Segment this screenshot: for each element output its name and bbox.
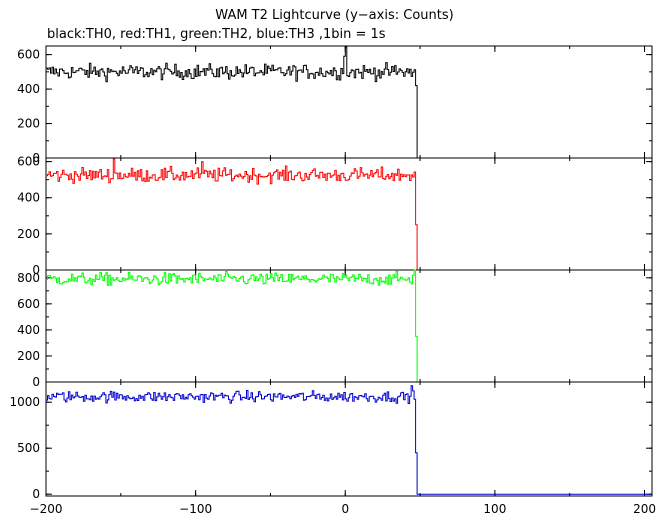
y-tick-label: 400 <box>17 82 40 96</box>
y-tick-label: 200 <box>17 117 40 131</box>
y-tick-label: 500 <box>17 441 40 455</box>
series-line-th1 <box>46 158 652 271</box>
y-tick-label: 0 <box>32 487 40 501</box>
y-tick-label: 800 <box>17 271 40 285</box>
x-tick-label: 0 <box>341 502 349 515</box>
x-tick-label: 200 <box>633 502 656 515</box>
panel-frame <box>45 45 653 159</box>
x-tick-label: 100 <box>483 502 506 515</box>
y-tick-label: 600 <box>17 155 40 169</box>
chart-title: WAM T2 Lightcurve (y−axis: Counts) <box>215 8 454 23</box>
y-tick-label: 0 <box>32 151 40 165</box>
y-tick-label: 400 <box>17 191 40 205</box>
x-tick-label: −100 <box>179 502 212 515</box>
series-line-th3 <box>46 385 652 495</box>
y-tick-label: 400 <box>17 323 40 337</box>
y-tick-label: 600 <box>17 48 40 62</box>
panel-th1: 0 200 400 600 <box>17 155 653 277</box>
series-line-th2 <box>46 269 652 383</box>
panel-th2: 0 200 400 600 800 <box>17 269 653 389</box>
panel-frame <box>45 381 653 497</box>
series-line-th0 <box>46 46 652 159</box>
y-tick-label: 200 <box>17 227 40 241</box>
y-tick-label: 200 <box>17 349 40 363</box>
y-tick-label: 1000 <box>9 395 40 409</box>
chart-subtitle: black:TH0, red:TH1, green:TH2, blue:TH3 … <box>47 27 386 42</box>
x-tick-label: −200 <box>30 502 63 515</box>
panel-frame <box>45 269 653 383</box>
panel-th3: 0 500 1000 <box>9 381 653 501</box>
y-tick-label: 0 <box>32 263 40 277</box>
panel-th0: 0 200 400 600 <box>17 45 653 165</box>
y-tick-label: 0 <box>32 375 40 389</box>
y-tick-label: 600 <box>17 297 40 311</box>
